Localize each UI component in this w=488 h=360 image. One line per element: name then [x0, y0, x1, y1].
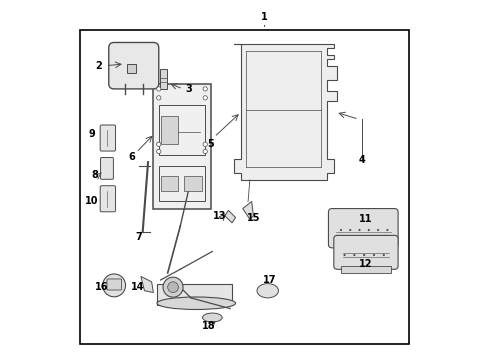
Circle shape: [343, 254, 345, 256]
Text: 7: 7: [136, 232, 142, 242]
Text: 11: 11: [359, 214, 372, 224]
Ellipse shape: [157, 297, 235, 310]
Circle shape: [352, 254, 355, 256]
Circle shape: [102, 274, 125, 297]
Bar: [160, 176, 178, 191]
Circle shape: [156, 96, 161, 100]
Text: 3: 3: [185, 84, 192, 94]
Text: 1: 1: [260, 13, 267, 22]
Circle shape: [372, 254, 374, 256]
Text: 10: 10: [85, 197, 98, 206]
Bar: [80, 30, 408, 344]
Text: 6: 6: [128, 152, 135, 162]
Polygon shape: [224, 210, 235, 223]
Bar: [183, 176, 201, 191]
FancyBboxPatch shape: [328, 208, 397, 248]
Text: 9: 9: [88, 129, 95, 139]
Bar: [159, 166, 205, 202]
Bar: [160, 69, 166, 89]
Text: 15: 15: [246, 212, 260, 222]
FancyBboxPatch shape: [100, 125, 115, 151]
Bar: [126, 64, 135, 73]
Bar: [157, 284, 231, 305]
Polygon shape: [242, 202, 253, 219]
FancyBboxPatch shape: [333, 235, 397, 269]
Circle shape: [156, 149, 161, 154]
Polygon shape: [233, 44, 337, 180]
Ellipse shape: [202, 313, 222, 322]
Bar: [340, 266, 390, 273]
Circle shape: [163, 277, 183, 297]
Text: 17: 17: [262, 275, 276, 285]
Polygon shape: [141, 276, 153, 293]
Circle shape: [156, 142, 161, 147]
Text: 4: 4: [358, 156, 365, 165]
Bar: [159, 105, 205, 155]
Text: 14: 14: [130, 282, 144, 292]
Circle shape: [203, 149, 207, 154]
Text: 16: 16: [95, 282, 108, 292]
Circle shape: [358, 229, 360, 231]
FancyBboxPatch shape: [101, 157, 113, 179]
Circle shape: [203, 96, 207, 100]
Circle shape: [156, 87, 161, 91]
Text: 5: 5: [207, 139, 214, 149]
Circle shape: [367, 229, 369, 231]
Text: 12: 12: [359, 259, 372, 269]
Ellipse shape: [257, 284, 278, 298]
Circle shape: [167, 282, 178, 293]
Circle shape: [339, 229, 341, 231]
FancyBboxPatch shape: [108, 42, 159, 89]
Circle shape: [376, 229, 378, 231]
FancyBboxPatch shape: [100, 186, 115, 212]
Bar: [160, 116, 178, 144]
Text: 18: 18: [202, 321, 215, 332]
Circle shape: [363, 254, 365, 256]
FancyBboxPatch shape: [107, 279, 122, 290]
Circle shape: [348, 229, 350, 231]
Circle shape: [382, 254, 384, 256]
Circle shape: [203, 87, 207, 91]
Text: 2: 2: [95, 61, 102, 71]
Circle shape: [203, 142, 207, 147]
Text: 13: 13: [212, 211, 226, 221]
Bar: [153, 84, 210, 208]
Circle shape: [386, 229, 387, 231]
Text: 8: 8: [92, 170, 99, 180]
